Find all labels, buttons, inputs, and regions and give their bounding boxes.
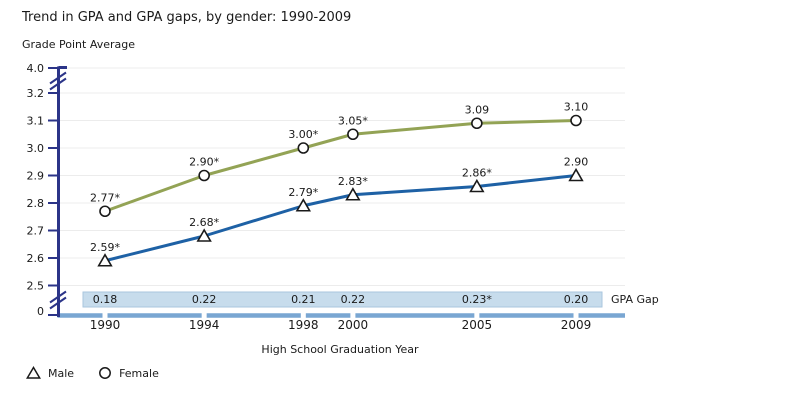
legend-male-label: Male [48,366,75,380]
chart-legend: Male Female [26,366,183,380]
data-point-label: 3.05* [338,114,368,127]
y-tick-label: 0 [37,305,44,318]
y-tick-label: 4.0 [27,62,45,75]
x-tick-label: 1998 [288,318,319,332]
data-point-label: 2.77* [90,191,120,204]
male-point-triangle-icon [295,198,312,212]
x-tick-label: 2000 [338,318,369,332]
y-tick-label: 3.1 [27,115,45,128]
x-tick-label: 1994 [189,318,220,332]
axis-break-icon [49,296,67,310]
gpa-gap-value: 0.18 [93,293,118,306]
data-point-label: 2.83* [338,175,368,188]
female-circle-icon [98,366,112,380]
female-point-circle-icon [297,142,310,154]
male-point-triangle-icon [345,187,361,201]
y-axis-title: Grade Point Average [22,38,136,51]
y-tick-label: 2.8 [27,197,45,210]
female-point-circle-icon [198,169,210,182]
female-point-circle-icon [347,128,359,141]
x-axis-title: High School Graduation Year [261,343,419,356]
gpa-gap-value: 0.22 [192,293,217,306]
female-point-circle-icon [471,117,483,130]
data-point-label: 2.79* [288,186,318,199]
male-point-triangle-icon [97,253,113,267]
gpa-gap-band [82,291,603,308]
data-point-label: 2.90* [189,156,219,169]
male-line [104,174,577,263]
axis-break-icon [49,71,67,85]
gpa-gap-value: 0.22 [341,293,366,306]
chart-title: Trend in GPA and GPA gaps, by gender: 19… [22,10,352,25]
y-tick-label: 2.7 [27,225,45,238]
y-tick-label: 3.2 [27,87,45,100]
gpa-gap-value: 0.23* [462,293,492,306]
axis-break-icon [49,77,67,91]
y-tick-label: 2.6 [27,252,45,265]
female-point-circle-icon [570,114,582,127]
data-point-label: 3.00* [288,128,318,141]
legend-female-label: Female [119,366,159,380]
female-line [104,119,577,213]
x-tick-label: 2009 [561,318,592,332]
x-tick-label: 1990 [90,318,121,332]
y-tick-label: 2.5 [27,280,45,293]
gpa-gap-value: 0.21 [291,293,316,306]
male-point-triangle-icon [568,167,584,182]
data-point-label: 2.86* [462,167,492,180]
gpa-gap-row-label: GPA Gap [611,293,659,306]
data-point-label: 2.68* [189,216,219,229]
male-triangle-icon [26,366,41,380]
female-point-circle-icon [99,205,111,218]
data-point-label: 2.90 [564,156,589,169]
data-point-label: 3.09 [465,103,490,116]
male-point-triangle-icon [469,178,485,193]
data-point-label: 2.59* [90,241,120,254]
y-tick-label: 3.0 [27,142,45,155]
data-point-label: 3.10 [564,101,589,114]
x-tick-label: 2005 [462,318,493,332]
gpa-gap-value: 0.20 [564,293,589,306]
male-point-triangle-icon [196,228,212,242]
axis-break-icon [49,290,67,304]
y-tick-label: 2.9 [27,170,45,183]
